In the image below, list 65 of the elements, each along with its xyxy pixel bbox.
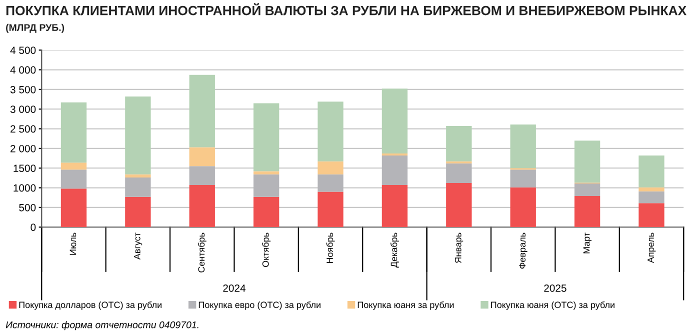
bar <box>638 156 664 188</box>
bar <box>510 187 536 228</box>
chart-subtitle: (МЛРД РУБ.) <box>6 24 64 33</box>
x-tick-label: Август <box>134 232 142 260</box>
bar <box>189 147 215 166</box>
bar <box>60 188 87 228</box>
bar <box>253 103 280 172</box>
y-tick-label: 4 000 <box>10 66 36 74</box>
y-tick-label: 2 000 <box>10 144 36 152</box>
bar <box>638 187 664 192</box>
bar <box>510 124 536 168</box>
bar <box>318 192 344 228</box>
bar <box>60 170 87 189</box>
bar <box>510 170 536 188</box>
legend-label: Покупка долларов (OTC) за рубли <box>19 301 162 310</box>
x-tick-label: Октябрь <box>262 232 271 267</box>
bar <box>60 102 87 163</box>
bar <box>125 96 151 174</box>
bar <box>253 196 280 228</box>
bar <box>125 174 151 178</box>
y-tick-label: 3 000 <box>10 106 36 113</box>
text: Источники: форма отчетности 0409701. <box>6 321 198 330</box>
bar <box>318 102 344 162</box>
bar <box>189 185 215 228</box>
bar <box>446 183 472 228</box>
x-tick-label: Январь <box>455 232 464 263</box>
bar <box>574 196 600 228</box>
legend-label: Покупка юаня (OTC) за рубли <box>491 301 614 310</box>
text: 2025 <box>544 284 566 292</box>
bar <box>382 88 408 154</box>
bar <box>446 126 472 162</box>
y-tick-label: 0 <box>30 224 36 231</box>
y-tick-label: 1000 <box>14 184 36 192</box>
x-tick-label: Ноябрь <box>326 232 335 264</box>
x-tick-label: Февраль <box>519 232 528 269</box>
bar <box>125 196 151 228</box>
y-tick-label: 3 500 <box>10 86 36 94</box>
bar <box>574 140 600 183</box>
x-tick-label: Апрель <box>648 232 656 264</box>
y-tick-label: 500 <box>19 204 36 212</box>
bar <box>638 191 664 204</box>
bar <box>318 161 344 174</box>
bar <box>253 174 280 197</box>
x-tick-label: Декабрь <box>390 232 399 268</box>
bar <box>189 74 215 148</box>
x-tick-label: Сентябрь <box>198 232 206 272</box>
y-tick-label: 4 500 <box>10 46 36 54</box>
x-tick-label: Июль <box>70 232 76 255</box>
y-tick-label: 2 500 <box>10 125 36 133</box>
bar <box>253 171 280 174</box>
bar <box>189 166 215 186</box>
legend-label: Покупка евро (OTC) за рубли <box>198 301 320 310</box>
y-tick-label: 1500 <box>14 164 36 172</box>
bar <box>446 163 472 184</box>
bar <box>638 203 664 228</box>
bar <box>125 178 151 197</box>
text: 2024 <box>223 284 246 292</box>
bar <box>574 183 600 196</box>
chart-title: ПОКУПКА КЛИЕНТАМИ ИНОСТРАННОЙ ВАЛЮТЫ ЗА РУБЛИ НА БИРЖЕВОМ И ВНЕБИРЖЕВОМ РЫНКАХ <box>6 3 687 16</box>
legend-label: Покупка юаня за рубли <box>358 301 454 310</box>
bar <box>318 174 344 192</box>
bar <box>60 162 87 170</box>
bar <box>382 156 408 186</box>
x-tick-label: Март <box>583 232 592 254</box>
bar <box>382 185 408 228</box>
